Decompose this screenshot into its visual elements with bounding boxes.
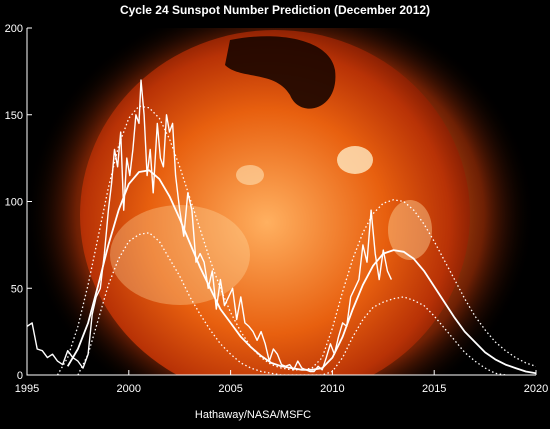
- credit-label: Hathaway/NASA/MSFC: [195, 409, 311, 421]
- y-tick-label-0: 0: [17, 370, 23, 382]
- x-tick-label-2015: 2015: [422, 383, 446, 395]
- x-tick-label-2020: 2020: [524, 383, 548, 395]
- axes: 1995 2000 2005 2010 2015 2020 0 50 100 150 200: [5, 23, 549, 395]
- y-tick-label-50: 50: [11, 283, 23, 295]
- y-tick-label-100: 100: [5, 197, 23, 209]
- x-tick-label-2005: 2005: [218, 383, 242, 395]
- series-line-solid-1: [66, 169, 536, 375]
- x-tick-label-2010: 2010: [320, 383, 344, 395]
- x-tick-label-1995: 1995: [15, 383, 39, 395]
- y-tick-label-200: 200: [5, 23, 23, 35]
- y-tick-label-150: 150: [5, 110, 23, 122]
- plot-area: [27, 79, 536, 375]
- series-line-jagged-0: [27, 79, 393, 373]
- series-line-dotted-2: [56, 105, 536, 375]
- chart-title: Cycle 24 Sunspot Number Prediction (Dece…: [120, 3, 430, 17]
- x-tick-label-2000: 2000: [117, 383, 141, 395]
- sun-background-image: [27, 28, 536, 375]
